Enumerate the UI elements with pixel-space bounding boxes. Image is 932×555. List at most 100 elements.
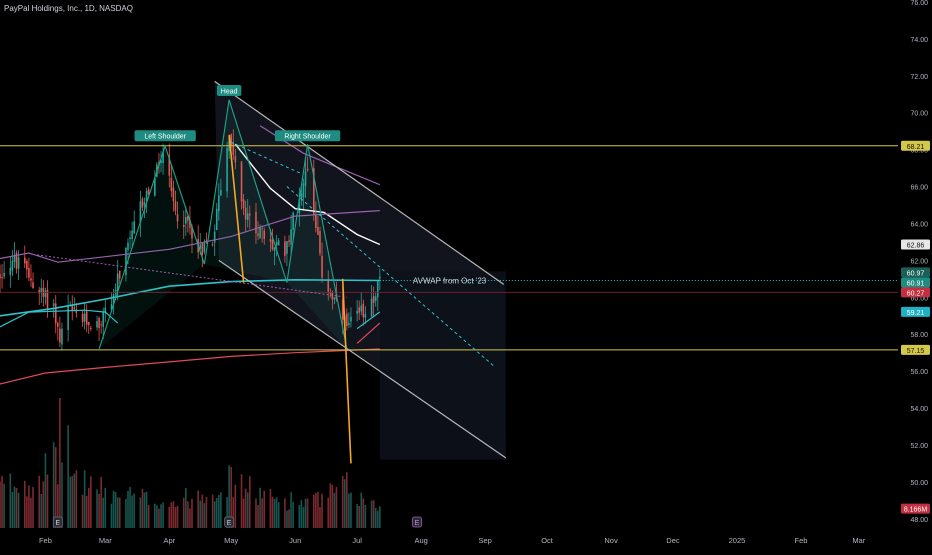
volume-bar [23,480,26,528]
candle-body [170,177,173,192]
volume-bar [42,481,45,528]
candle-body [174,201,177,211]
volume-bar [0,481,1,528]
volume-bar [360,492,363,528]
candle-body [374,296,377,301]
candle-body [203,243,206,253]
volume-bar [52,442,55,528]
candle-body [244,207,247,220]
volume-bar [246,492,249,528]
x-axis-tick-label: Feb [795,536,808,545]
y-axis-tick-label: 58.00 [910,332,928,339]
y-axis-tick-label: 66.00 [910,185,928,192]
volume-bar [242,498,245,528]
volume-bar [191,498,193,528]
candle-body [358,307,360,313]
avwap-label: AVWAP from Oct '23 [413,277,487,286]
volume-bar [71,475,74,528]
x-axis-tick-label: Feb [39,536,52,545]
candle-body [40,288,43,293]
candle-body [57,322,59,327]
y-axis-tick-label: 54.00 [910,406,928,413]
earnings-marker[interactable] [224,516,235,528]
volume-bar [341,476,344,528]
volume-bar [17,492,20,528]
volume-bar [46,474,49,528]
moving-average-line [259,125,381,186]
volume-bar [302,507,305,528]
earnings-marker[interactable] [412,516,422,528]
x-axis-tick-label: Aug [414,536,427,545]
volume-bar [147,504,150,528]
volume-bar [1,476,3,528]
volume-bar [158,508,160,528]
pattern-label-box [216,84,242,96]
candle-body [376,281,379,298]
earnings-marker-label: E [55,520,60,527]
moving-average-line [0,210,380,263]
candle-body [96,321,98,328]
candle-body [246,213,249,221]
y-axis-tick-label: 50.00 [910,480,928,487]
candle-body [15,252,18,269]
price-badge-label: 60.91 [907,281,925,288]
volume-bar [125,499,127,528]
volume-bar [112,490,115,528]
volume-bar [96,489,98,528]
candle-body [102,312,105,327]
candle-body [172,187,175,202]
volume-bar [203,503,206,528]
candle-body [306,168,309,171]
earnings-marker[interactable] [52,516,63,528]
x-axis-tick-label: Sep [478,536,491,545]
candle-body [67,306,69,330]
candle-body [131,230,133,239]
volume-bar [269,489,272,528]
volume-bar [129,486,131,528]
volume-bar [114,492,117,528]
candle-body [87,321,90,325]
volume-bar [189,508,191,528]
volume-bar [15,487,18,528]
candle-body [232,143,235,156]
candle-body [32,282,34,289]
volume-bar [38,475,41,528]
candle-body [292,212,294,230]
volume-bar [104,487,107,528]
candle-body [364,314,367,318]
volume-bar [199,500,202,528]
x-axis-tick-label: Jun [289,536,301,545]
candle-body [38,289,41,294]
volume-bar [372,500,375,528]
candle-body [242,199,245,209]
candle-body [379,276,381,279]
volume-bar [44,453,47,528]
price-badge [901,267,930,278]
candle-body [141,198,144,208]
x-axis-tick-label: Apr [163,536,175,545]
volume-bar [127,490,129,528]
volume-bar [304,498,307,528]
volume-bar [234,484,237,528]
volume-bar [292,501,294,528]
candle-body [90,327,92,330]
volume-bar [145,491,148,528]
candle-body [0,274,1,279]
volume-bar [87,487,90,528]
candle-body [160,160,162,164]
volume-bar [170,502,173,528]
candle-body [182,225,185,228]
volume-bar [300,500,303,528]
candle-body [168,155,171,176]
volume-bar [215,498,218,528]
candle-body [261,228,263,230]
candle-body [110,304,113,310]
volume-bar [143,492,146,528]
candle-body [104,307,107,312]
price-badge [901,287,930,298]
x-axis-tick-label: May [224,536,238,545]
volume-bar [358,505,360,528]
candle-body [71,305,74,311]
